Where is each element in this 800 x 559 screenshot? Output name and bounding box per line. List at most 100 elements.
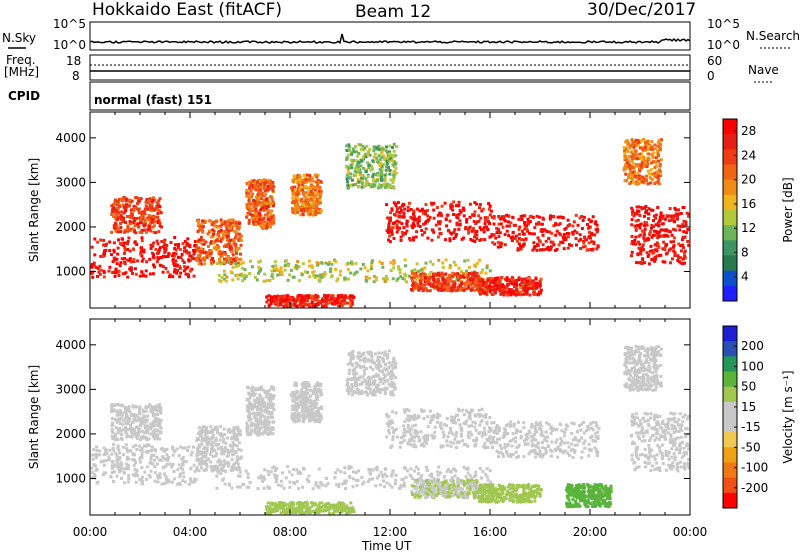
power-cell-13 [647,182,650,185]
power-cell-13 [639,176,642,179]
power-cell-6 [402,234,405,237]
power-cell-6 [455,214,458,217]
power-cell-2 [197,247,200,250]
power-cell-6 [479,203,482,206]
power-cell-12 [640,262,643,265]
power-cell-6 [420,229,423,232]
power-cell-8 [276,269,279,272]
power-cell-0 [102,239,105,242]
power-cell-13 [634,175,637,178]
power-cell-12 [669,261,672,264]
power-cell-8 [445,258,448,261]
velocity-cell-0 [153,480,156,483]
power-cell-5 [373,178,376,181]
power-cell-8 [481,268,484,271]
power-cell-0 [112,260,115,263]
velocity-cell-0 [133,468,136,471]
power-cell-10 [446,277,449,280]
power-cell-2 [220,255,223,258]
power-cell-8 [293,276,296,279]
power-cell-13 [641,139,644,142]
power-cell-1 [154,220,157,223]
power-cell-12 [669,207,672,210]
power-cell-1 [117,228,120,231]
power-cell-8 [285,259,288,262]
velocity-cell-2 [204,469,207,472]
power-cell-9 [314,294,317,297]
power-cell-1 [157,230,160,233]
power-cell-12 [680,212,683,215]
power-cell-0 [101,255,104,258]
power-cell-7 [596,244,599,247]
velocity-cell-1 [146,415,149,418]
power-cell-12 [673,236,676,239]
power-cell-12 [655,230,658,233]
beam-label: Beam 12 [355,2,431,22]
velocity-cell-1 [144,426,147,429]
power-cell-1 [113,202,116,205]
power-cell-2 [198,262,201,265]
power-cell-2 [215,239,218,242]
velocity-cell-2 [196,458,199,461]
velocity-cell-2 [223,428,226,431]
power-cell-4 [292,179,295,182]
power-cell-2 [197,223,200,226]
power-cell-6 [486,228,489,231]
power-cell-4 [309,209,312,212]
power-cell-12 [682,230,685,233]
power-cell-6 [461,238,464,241]
power-cell-7 [566,232,569,235]
velocity-cell-1 [111,429,114,432]
power-cell-7 [549,214,552,217]
velocity-cell-0 [146,466,149,469]
power-cell-8 [329,267,332,270]
velocity-cell-0 [110,476,113,479]
velocity-cell-1 [153,437,156,440]
power-cell-2 [239,258,242,261]
power-cell-10 [459,285,462,288]
colorbar-tick-label: 20 [741,173,756,187]
power-cell-12 [682,258,685,261]
power-cell-4 [293,186,296,189]
power-cell-0 [118,270,121,273]
power-cell-8 [364,266,367,269]
power-cell-8 [280,268,283,271]
power-cell-3 [269,182,272,185]
power-cell-12 [683,255,686,258]
power-cell-7 [517,218,520,221]
power-cell-12 [682,206,685,209]
power-cell-0 [189,270,192,273]
velocity-cell-2 [206,450,209,453]
nave-label: Nave [748,63,779,77]
power-cell-0 [157,242,160,245]
power-cell-12 [631,213,634,216]
velocity-cell-0 [112,449,115,452]
power-cell-2 [200,236,203,239]
power-cell-8 [287,279,290,282]
power-cell-10 [438,284,441,287]
power-cell-9 [325,302,328,305]
power-cell-0 [108,266,111,269]
power-cell-3 [267,188,270,191]
power-cell-1 [125,198,128,201]
power-cell-8 [370,267,373,270]
y-tick-label: 1000 [55,264,86,278]
velocity-cell-0 [178,454,181,457]
power-cell-1 [145,201,148,204]
velocity-cell-0 [129,449,132,452]
power-cell-2 [200,223,203,226]
power-cell-13 [644,146,647,149]
power-cell-5 [374,153,377,156]
power-colorbar-label: Power [dB] [781,177,795,242]
power-cell-8 [218,274,221,277]
velocity-cell-0 [118,452,121,455]
power-cell-6 [439,212,442,215]
power-cell-1 [139,231,142,234]
velocity-cell-2 [238,433,241,436]
power-cell-5 [349,173,352,176]
power-cell-1 [121,199,124,202]
power-cell-13 [655,181,658,184]
power-cell-6 [479,217,482,220]
power-cell-6 [436,206,439,209]
power-cell-4 [314,192,317,195]
